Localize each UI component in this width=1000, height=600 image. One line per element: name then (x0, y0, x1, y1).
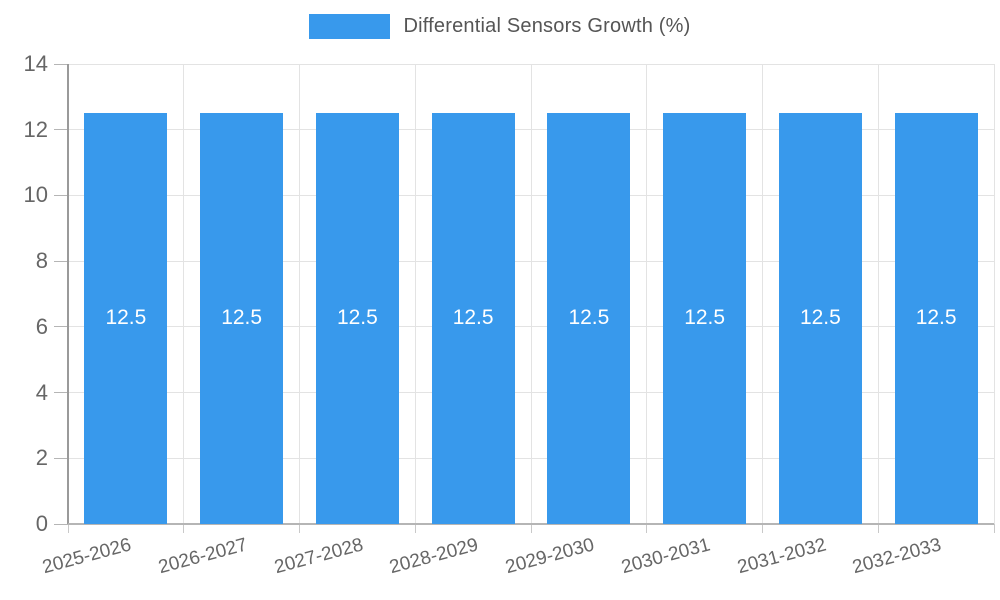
x-axis-tick (993, 524, 995, 533)
y-axis-tick-label: 8 (35, 248, 48, 274)
x-axis-tick-label: 2029-2030 (503, 534, 597, 579)
bar-value-label: 12.5 (684, 305, 726, 329)
y-axis-tick (54, 63, 68, 65)
y-axis-tick (54, 260, 68, 262)
bar (547, 113, 631, 524)
bar (663, 113, 747, 524)
y-axis-tick (54, 392, 68, 394)
legend-label: Differential Sensors Growth (%) (403, 15, 691, 37)
x-axis-line (68, 523, 994, 525)
y-axis-tick-label: 6 (35, 313, 48, 339)
x-axis-tick-label: 2031-2032 (734, 534, 828, 579)
bar (315, 113, 399, 524)
y-axis-tick-label: 0 (35, 511, 48, 536)
y-axis-tick-label: 10 (23, 182, 48, 208)
x-axis-tick-label: 2026-2027 (155, 534, 250, 579)
bar-value-label: 12.5 (568, 305, 610, 329)
x-axis-tick-label: 2025-2026 (40, 534, 134, 579)
y-axis-tick (54, 326, 68, 328)
x-axis-tick-label: 2027-2028 (271, 534, 365, 579)
bar (778, 113, 862, 524)
x-axis-tick (414, 524, 416, 533)
x-axis-tick (299, 524, 300, 533)
chart-legend: Differential Sensors Growth (%) (0, 14, 1000, 39)
x-axis-tick-label: 2028-2029 (387, 534, 481, 579)
x-axis-tick-label: 2032-2033 (850, 534, 944, 579)
y-axis-tick (54, 129, 68, 131)
x-gridline (530, 64, 532, 524)
x-gridline (646, 64, 648, 524)
x-gridline (183, 64, 185, 524)
legend-item[interactable]: Differential Sensors Growth (%) (309, 14, 690, 39)
y-axis-tick-label: 2 (35, 445, 48, 471)
y-axis-tick-label: 12 (23, 116, 48, 142)
bar-value-label: 12.5 (221, 305, 263, 329)
legend-color-swatch (309, 14, 391, 39)
bar (200, 113, 284, 524)
y-axis-tick (54, 457, 68, 459)
bar-value-label: 12.5 (799, 305, 841, 329)
y-axis-tick (54, 523, 68, 525)
bar-value-label: 12.5 (105, 305, 147, 329)
x-axis-tick (530, 524, 532, 533)
bar-value-label: 12.5 (452, 305, 494, 329)
y-axis-tick (54, 194, 68, 196)
bar (84, 113, 168, 524)
x-gridline (993, 64, 995, 524)
bar (431, 113, 515, 524)
x-axis-tick (762, 524, 763, 533)
bar-value-label: 12.5 (915, 305, 957, 329)
bar (894, 113, 978, 524)
x-gridline (299, 64, 300, 524)
x-axis-tick (646, 524, 648, 533)
x-gridline (762, 64, 763, 524)
y-axis-tick-label: 14 (23, 51, 48, 76)
y-axis-tick-label: 4 (35, 379, 48, 405)
x-axis-tick (877, 524, 879, 533)
y-axis-line (67, 64, 69, 524)
x-axis-tick-label: 2030-2031 (618, 534, 713, 579)
x-gridline (414, 64, 416, 524)
bar-value-label: 12.5 (336, 305, 378, 329)
x-axis-tick (67, 524, 69, 533)
x-axis-tick (183, 524, 185, 533)
x-gridline (877, 64, 879, 524)
